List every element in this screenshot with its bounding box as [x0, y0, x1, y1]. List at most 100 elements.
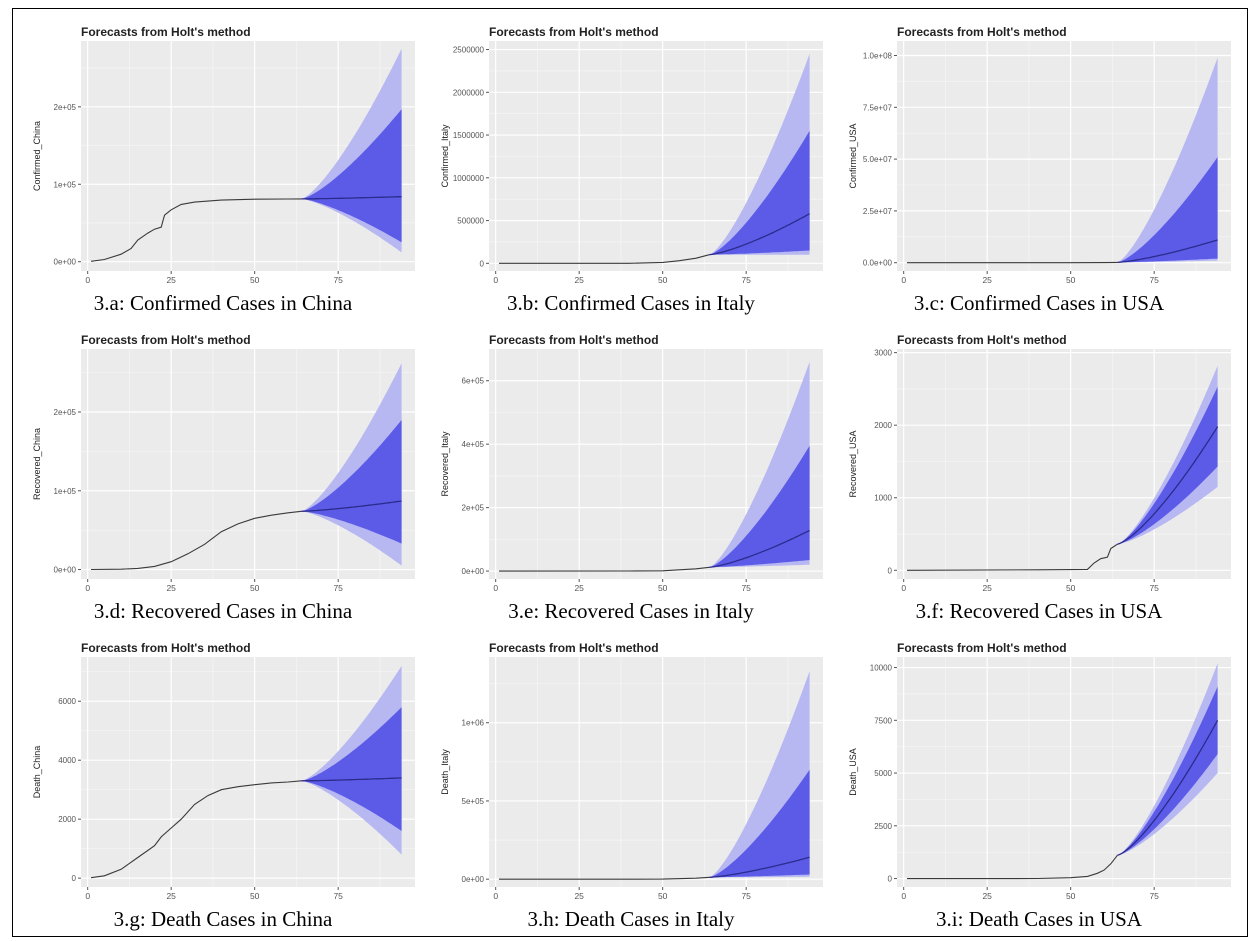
y-tick-label: 1e+06 — [462, 719, 485, 728]
y-tick-label: 6e+05 — [462, 377, 485, 386]
x-tick-label: 50 — [658, 891, 668, 901]
x-tick-label: 75 — [333, 891, 343, 901]
y-tick-label: 1e+05 — [54, 180, 77, 189]
chart-svg-d: 02550750e+001e+052e+05TimeRecovered_Chin… — [23, 323, 423, 593]
y-tick-label: 0 — [72, 874, 77, 883]
x-tick-label: 75 — [1149, 891, 1159, 901]
figure-caption: 3.h: Death Cases in Italy — [431, 907, 831, 932]
figure-caption: 3.e: Recovered Cases in Italy — [431, 599, 831, 624]
x-tick-label: 50 — [658, 275, 668, 285]
x-tick-label: 50 — [250, 275, 260, 285]
x-tick-label: 75 — [1149, 583, 1159, 593]
figure-caption: 3.a: Confirmed Cases in China — [23, 291, 423, 316]
y-tick-label: 2000 — [58, 815, 76, 824]
x-tick-label: 0 — [901, 275, 906, 285]
y-tick-label: 5000 — [874, 769, 892, 778]
y-tick-label: 1000 — [874, 494, 892, 503]
y-tick-label: 2.5e+07 — [863, 207, 893, 216]
chart-svg-f: 02550750100020003000TimeRecovered_USA — [839, 323, 1239, 593]
y-axis-label: Confirmed_Italy — [440, 124, 450, 188]
y-axis-label: Death_Italy — [440, 749, 450, 795]
y-tick-label: 0 — [480, 259, 485, 268]
x-tick-label: 75 — [741, 275, 751, 285]
y-tick-label: 1500000 — [453, 131, 485, 140]
x-tick-label: 25 — [166, 583, 176, 593]
x-tick-label: 25 — [166, 275, 176, 285]
y-tick-label: 1000000 — [453, 174, 485, 183]
x-tick-label: 0 — [493, 891, 498, 901]
x-tick-label: 25 — [574, 583, 584, 593]
y-tick-label: 2e+05 — [462, 504, 485, 513]
x-tick-label: 50 — [250, 583, 260, 593]
x-tick-label: 25 — [982, 275, 992, 285]
figure-caption: 3.g: Death Cases in China — [23, 907, 423, 932]
y-tick-label: 5.0e+07 — [863, 155, 893, 164]
y-tick-label: 0 — [888, 566, 893, 575]
y-axis-label: Death_China — [32, 746, 42, 799]
x-tick-label: 25 — [574, 275, 584, 285]
y-tick-label: 2e+05 — [54, 103, 77, 112]
y-tick-label: 0e+00 — [462, 875, 485, 884]
y-tick-label: 4e+05 — [462, 440, 485, 449]
y-tick-label: 5e+05 — [462, 797, 485, 806]
y-axis-label: Confirmed_USA — [848, 123, 858, 188]
y-tick-label: 0.0e+00 — [863, 259, 893, 268]
y-axis-label: Recovered_Italy — [440, 431, 450, 497]
x-tick-label: 25 — [166, 891, 176, 901]
y-tick-label: 3000 — [874, 349, 892, 358]
y-tick-label: 1e+05 — [54, 487, 77, 496]
y-tick-label: 10000 — [870, 664, 893, 673]
x-tick-label: 0 — [85, 891, 90, 901]
x-tick-label: 0 — [493, 275, 498, 285]
y-tick-label: 4000 — [58, 756, 76, 765]
y-axis-label: Recovered_China — [32, 428, 42, 500]
y-axis-label: Death_USA — [848, 748, 858, 796]
chart-svg-g: 02550750200040006000TimeDeath_China — [23, 631, 423, 901]
x-tick-label: 0 — [85, 275, 90, 285]
x-tick-label: 75 — [333, 583, 343, 593]
figure-caption: 3.i: Death Cases in USA — [839, 907, 1239, 932]
y-tick-label: 2e+05 — [54, 408, 77, 417]
figure-caption: 3.b: Confirmed Cases in Italy — [431, 291, 831, 316]
y-tick-label: 6000 — [58, 697, 76, 706]
x-tick-label: 25 — [982, 891, 992, 901]
x-tick-label: 0 — [901, 583, 906, 593]
x-tick-label: 50 — [1066, 275, 1076, 285]
x-tick-label: 50 — [250, 891, 260, 901]
chart-svg-e: 02550750e+002e+054e+056e+05TimeRecovered… — [431, 323, 831, 593]
x-tick-label: 50 — [1066, 583, 1076, 593]
x-tick-label: 75 — [741, 583, 751, 593]
y-tick-label: 0e+00 — [54, 566, 77, 575]
x-tick-label: 75 — [333, 275, 343, 285]
figure-caption: 3.c: Confirmed Cases in USA — [839, 291, 1239, 316]
y-tick-label: 0 — [888, 875, 893, 884]
y-tick-label: 1.0e+08 — [863, 52, 893, 61]
y-tick-label: 0e+00 — [462, 567, 485, 576]
y-tick-label: 7500 — [874, 716, 892, 725]
chart-svg-i: 0255075025005000750010000TimeDeath_USA — [839, 631, 1239, 901]
y-axis-label: Recovered_USA — [848, 430, 858, 497]
x-tick-label: 0 — [85, 583, 90, 593]
y-tick-label: 0e+00 — [54, 258, 77, 267]
x-tick-label: 75 — [1149, 275, 1159, 285]
x-tick-label: 25 — [574, 891, 584, 901]
x-tick-label: 0 — [493, 583, 498, 593]
x-tick-label: 0 — [901, 891, 906, 901]
y-tick-label: 2000000 — [453, 88, 485, 97]
y-axis-label: Confirmed_China — [32, 121, 42, 191]
y-tick-label: 2000 — [874, 421, 892, 430]
x-tick-label: 50 — [1066, 891, 1076, 901]
figure-caption: 3.f: Recovered Cases in USA — [839, 599, 1239, 624]
